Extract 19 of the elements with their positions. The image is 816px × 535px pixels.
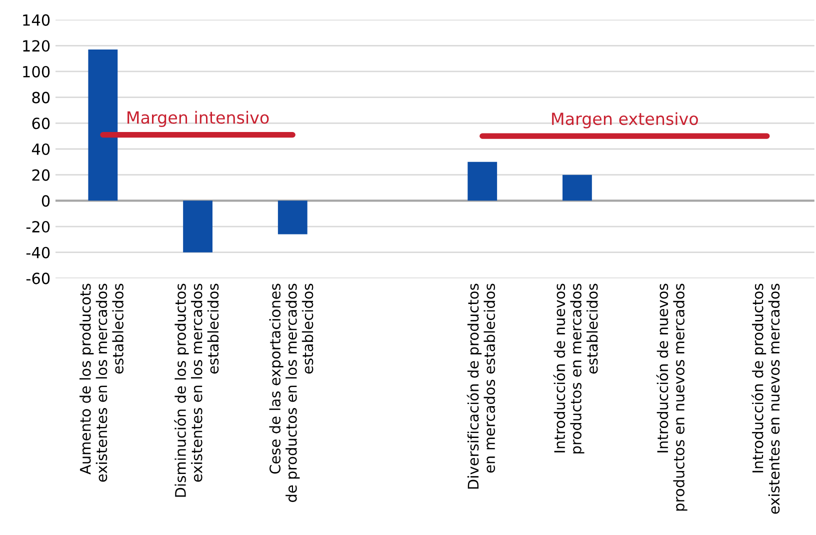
series-label: Margen intensivo	[128, 110, 269, 128]
y-tick-label: 40	[32, 143, 50, 156]
y-tick-label: 20	[32, 169, 50, 181]
y-tick-label: 120	[23, 40, 50, 52]
y-tick-label: 0	[42, 195, 50, 207]
x-tick-label: Aumento de los producots existentes en los mercados establecidos	[80, 284, 124, 482]
bar	[183, 200, 212, 252]
bar	[562, 174, 592, 201]
bar	[88, 50, 118, 201]
series-label: Margen extensivo	[552, 112, 698, 128]
y-tick-label: 140	[23, 14, 50, 26]
bar	[278, 200, 308, 234]
y-tick-label: 100	[23, 66, 50, 78]
bar	[468, 162, 498, 201]
y-tick-label: 60	[32, 118, 50, 130]
y-tick-label: 80	[32, 92, 50, 104]
y-tick-label: -20	[26, 220, 50, 233]
y-tick-label: -40	[26, 246, 50, 258]
y-tick-label: -60	[26, 272, 50, 284]
